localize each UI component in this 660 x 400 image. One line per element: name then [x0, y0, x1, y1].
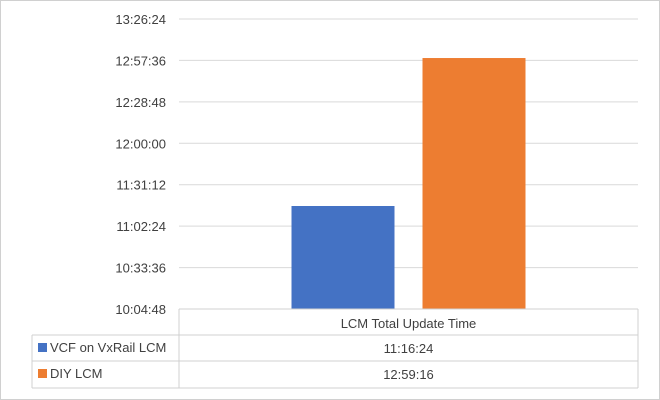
y-tick-label: 13:26:24 [115, 12, 166, 27]
y-tick-label: 11:02:24 [116, 219, 166, 234]
legend-key [38, 343, 47, 352]
y-tick-label: 11:31:12 [116, 178, 166, 193]
y-tick-label: 12:57:36 [115, 53, 166, 68]
y-tick-label: 10:33:36 [115, 261, 166, 276]
legend-key [38, 369, 47, 378]
y-tick-label: 10:04:48 [115, 302, 166, 317]
y-tick-label: 12:00:00 [115, 136, 166, 151]
category-label: LCM Total Update Time [341, 316, 477, 331]
data-value: 11:16:24 [384, 341, 434, 356]
bar [422, 58, 526, 310]
y-tick-label: 12:28:48 [115, 95, 166, 110]
legend-label: VCF on VxRail LCM [50, 340, 166, 355]
legend-label: DIY LCM [50, 366, 103, 381]
bar [291, 206, 395, 309]
data-value: 12:59:16 [383, 367, 434, 382]
